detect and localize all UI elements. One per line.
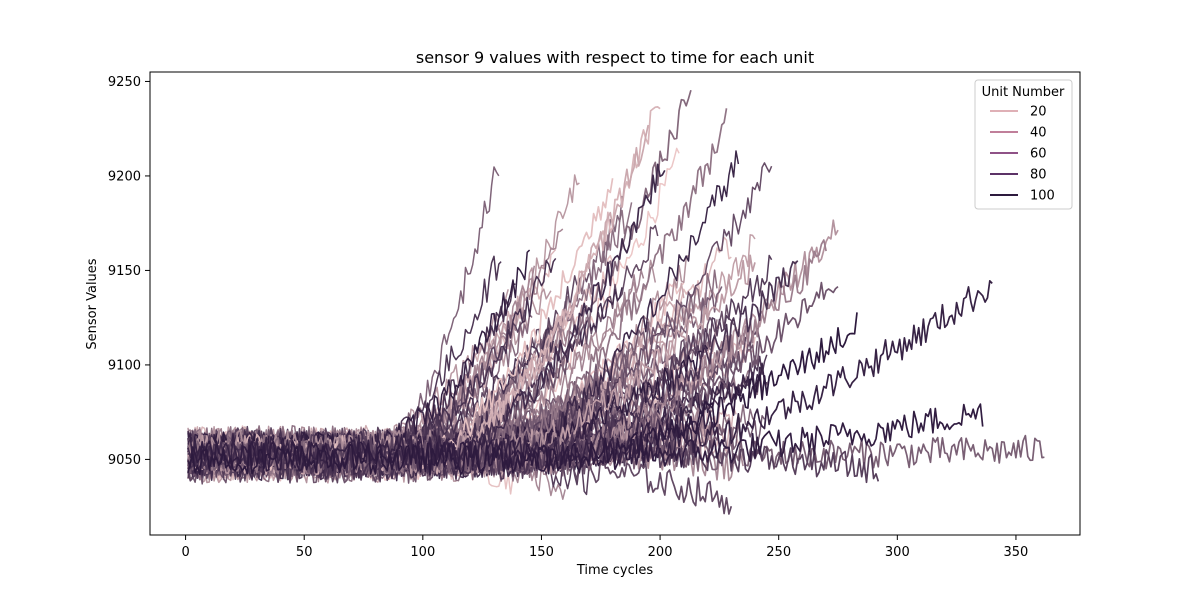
- x-axis-label: Time cycles: [576, 563, 654, 578]
- series-line: [187, 283, 516, 477]
- legend-label: 20: [1030, 105, 1047, 120]
- legend-box: [974, 79, 1073, 210]
- y-tick-label: 9200: [108, 169, 141, 184]
- legend: Unit Number 20 40 60 80 100: [974, 79, 1073, 210]
- x-axis: 0 50 100 150 200 250 300 350: [181, 535, 1028, 560]
- series-line: [187, 312, 858, 476]
- y-tick-label: 9150: [108, 264, 141, 279]
- legend-label: 80: [1030, 168, 1047, 183]
- y-tick-label: 9050: [108, 453, 141, 468]
- legend-label: 100: [1030, 189, 1055, 204]
- plot-frame: [149, 71, 1081, 536]
- y-axis-label: Sensor Values: [85, 258, 100, 349]
- y-tick-label: 9250: [108, 75, 141, 90]
- x-tick-label: 300: [885, 545, 910, 560]
- chart-title: sensor 9 values with respect to time for…: [416, 48, 814, 67]
- x-tick-label: 200: [648, 545, 673, 560]
- x-tick-label: 50: [296, 545, 313, 560]
- plot-area: [187, 89, 1045, 515]
- legend-label: 60: [1030, 147, 1047, 162]
- legend-label: 40: [1030, 126, 1047, 141]
- legend-title: Unit Number: [982, 85, 1065, 100]
- y-tick-label: 9100: [108, 358, 141, 373]
- x-tick-label: 150: [529, 545, 554, 560]
- x-tick-label: 350: [1004, 545, 1029, 560]
- x-tick-label: 100: [410, 545, 435, 560]
- x-tick-label: 250: [766, 545, 791, 560]
- y-axis: 9050 9100 9150 9200 9250: [108, 75, 150, 468]
- x-tick-label: 0: [181, 545, 189, 560]
